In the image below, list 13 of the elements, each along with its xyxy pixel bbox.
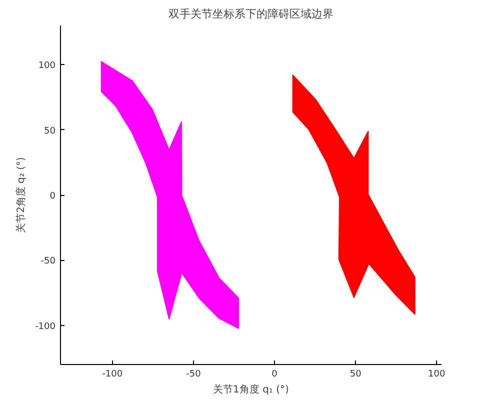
- y-tick-label: -50: [40, 256, 56, 267]
- x-tick-label: 50: [350, 370, 362, 380]
- y-axis-title: 关节2角度 q₂ (°): [15, 156, 28, 233]
- y-tick-label: -100: [35, 322, 56, 332]
- x-tick-label: 100: [428, 370, 446, 380]
- x-axis-title: 关节1角度 q₁ (°): [213, 384, 290, 396]
- x-tick-label: 0: [272, 370, 278, 380]
- chart-title: 双手关节坐标系下的障碍区域边界: [168, 8, 334, 20]
- y-tick-label: 100: [38, 61, 56, 72]
- y-tick-label: 0: [50, 192, 56, 202]
- x-tick-label: -100: [102, 370, 123, 380]
- x-tick-label: -50: [186, 370, 202, 380]
- y-tick-label: 50: [44, 126, 56, 136]
